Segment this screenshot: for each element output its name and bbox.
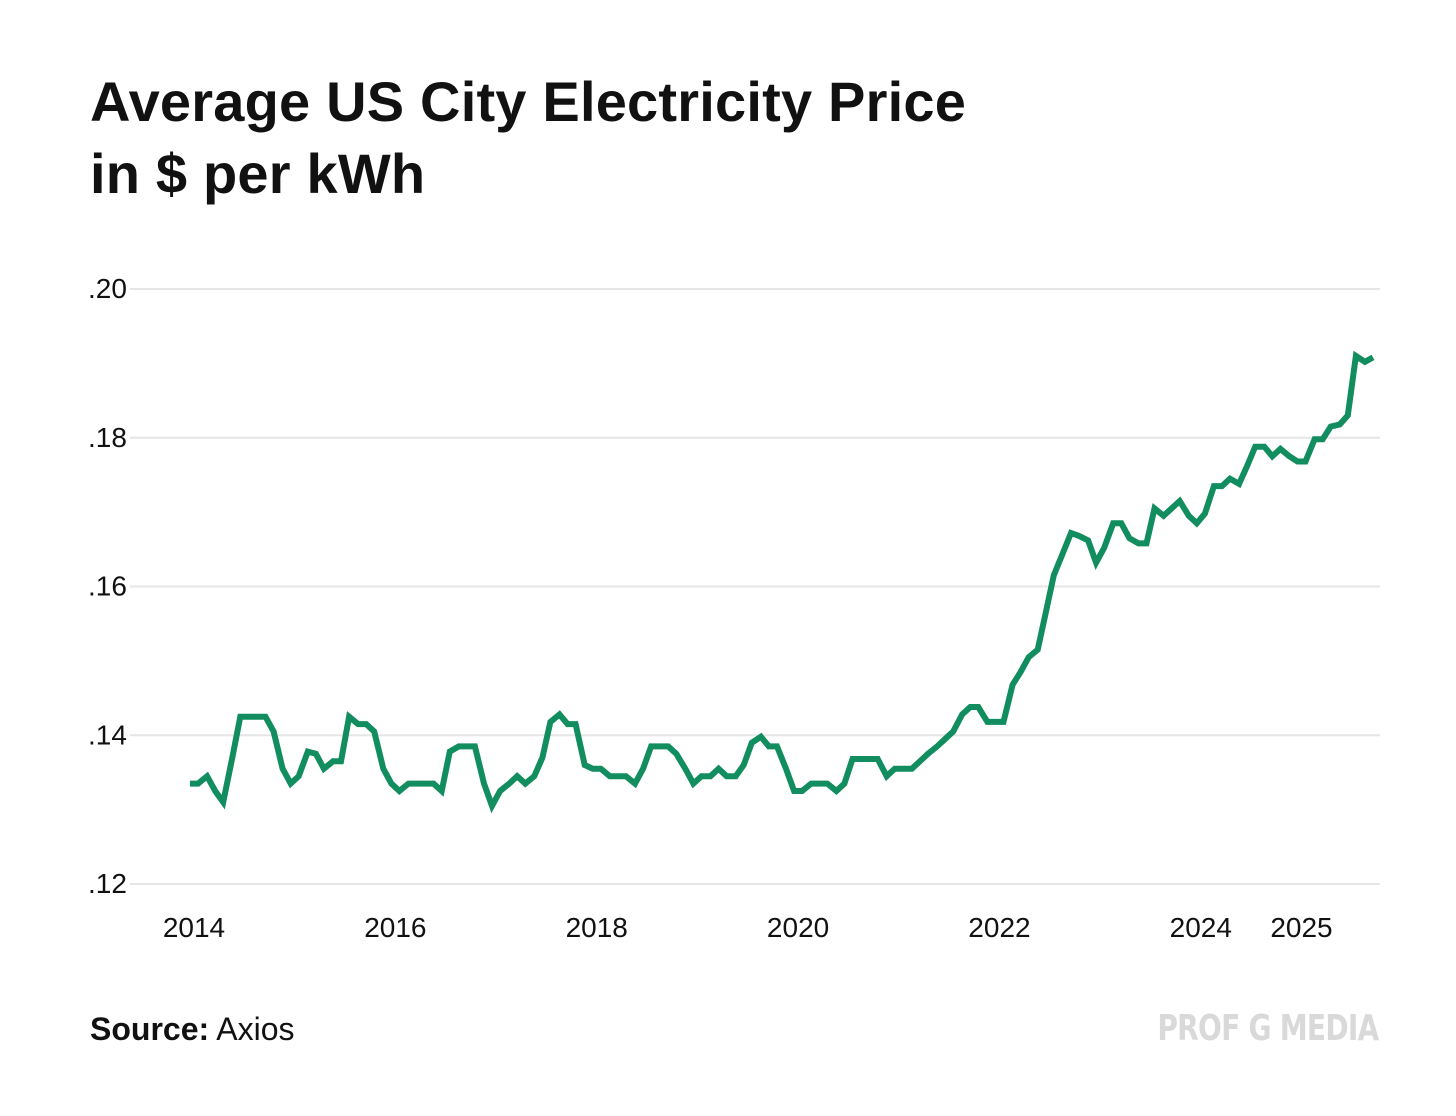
x-tick-label: 2014 — [163, 912, 225, 943]
x-tick-label: 2025 — [1270, 912, 1332, 943]
series-layer — [190, 350, 1375, 814]
y-tick-label: .12 — [88, 868, 127, 899]
brand-logo: PROF G MEDIA — [1156, 1008, 1379, 1049]
chart-title-line-1: Average US City Electricity Price — [90, 70, 967, 133]
y-tick-label: .16 — [88, 571, 127, 602]
x-tick-label: 2016 — [364, 912, 426, 943]
y-axis-tick-labels: .20 .18 .16 .14 .12 — [88, 273, 127, 899]
x-tick-label: 2024 — [1170, 912, 1232, 943]
y-tick-label: .18 — [88, 422, 127, 453]
x-tick-label: 2022 — [968, 912, 1030, 943]
source-label: Source: — [90, 1011, 210, 1047]
y-tick-label: .20 — [88, 273, 127, 304]
x-tick-label: 2018 — [566, 912, 628, 943]
y-tick-label: .14 — [88, 719, 127, 750]
series-line-0 — [190, 350, 1375, 814]
source-note: Source: Axios — [90, 1009, 295, 1049]
x-axis-tick-labels: 2014 2016 2018 2020 2022 2024 2025 — [163, 912, 1333, 943]
x-tick-label: 2020 — [767, 912, 829, 943]
source-value: Axios — [216, 1011, 295, 1047]
gridlines — [130, 288, 1380, 885]
chart-title: Average US City Electricity Price in $ p… — [90, 66, 966, 210]
chart-title-line-2: in $ per kWh — [90, 142, 426, 205]
